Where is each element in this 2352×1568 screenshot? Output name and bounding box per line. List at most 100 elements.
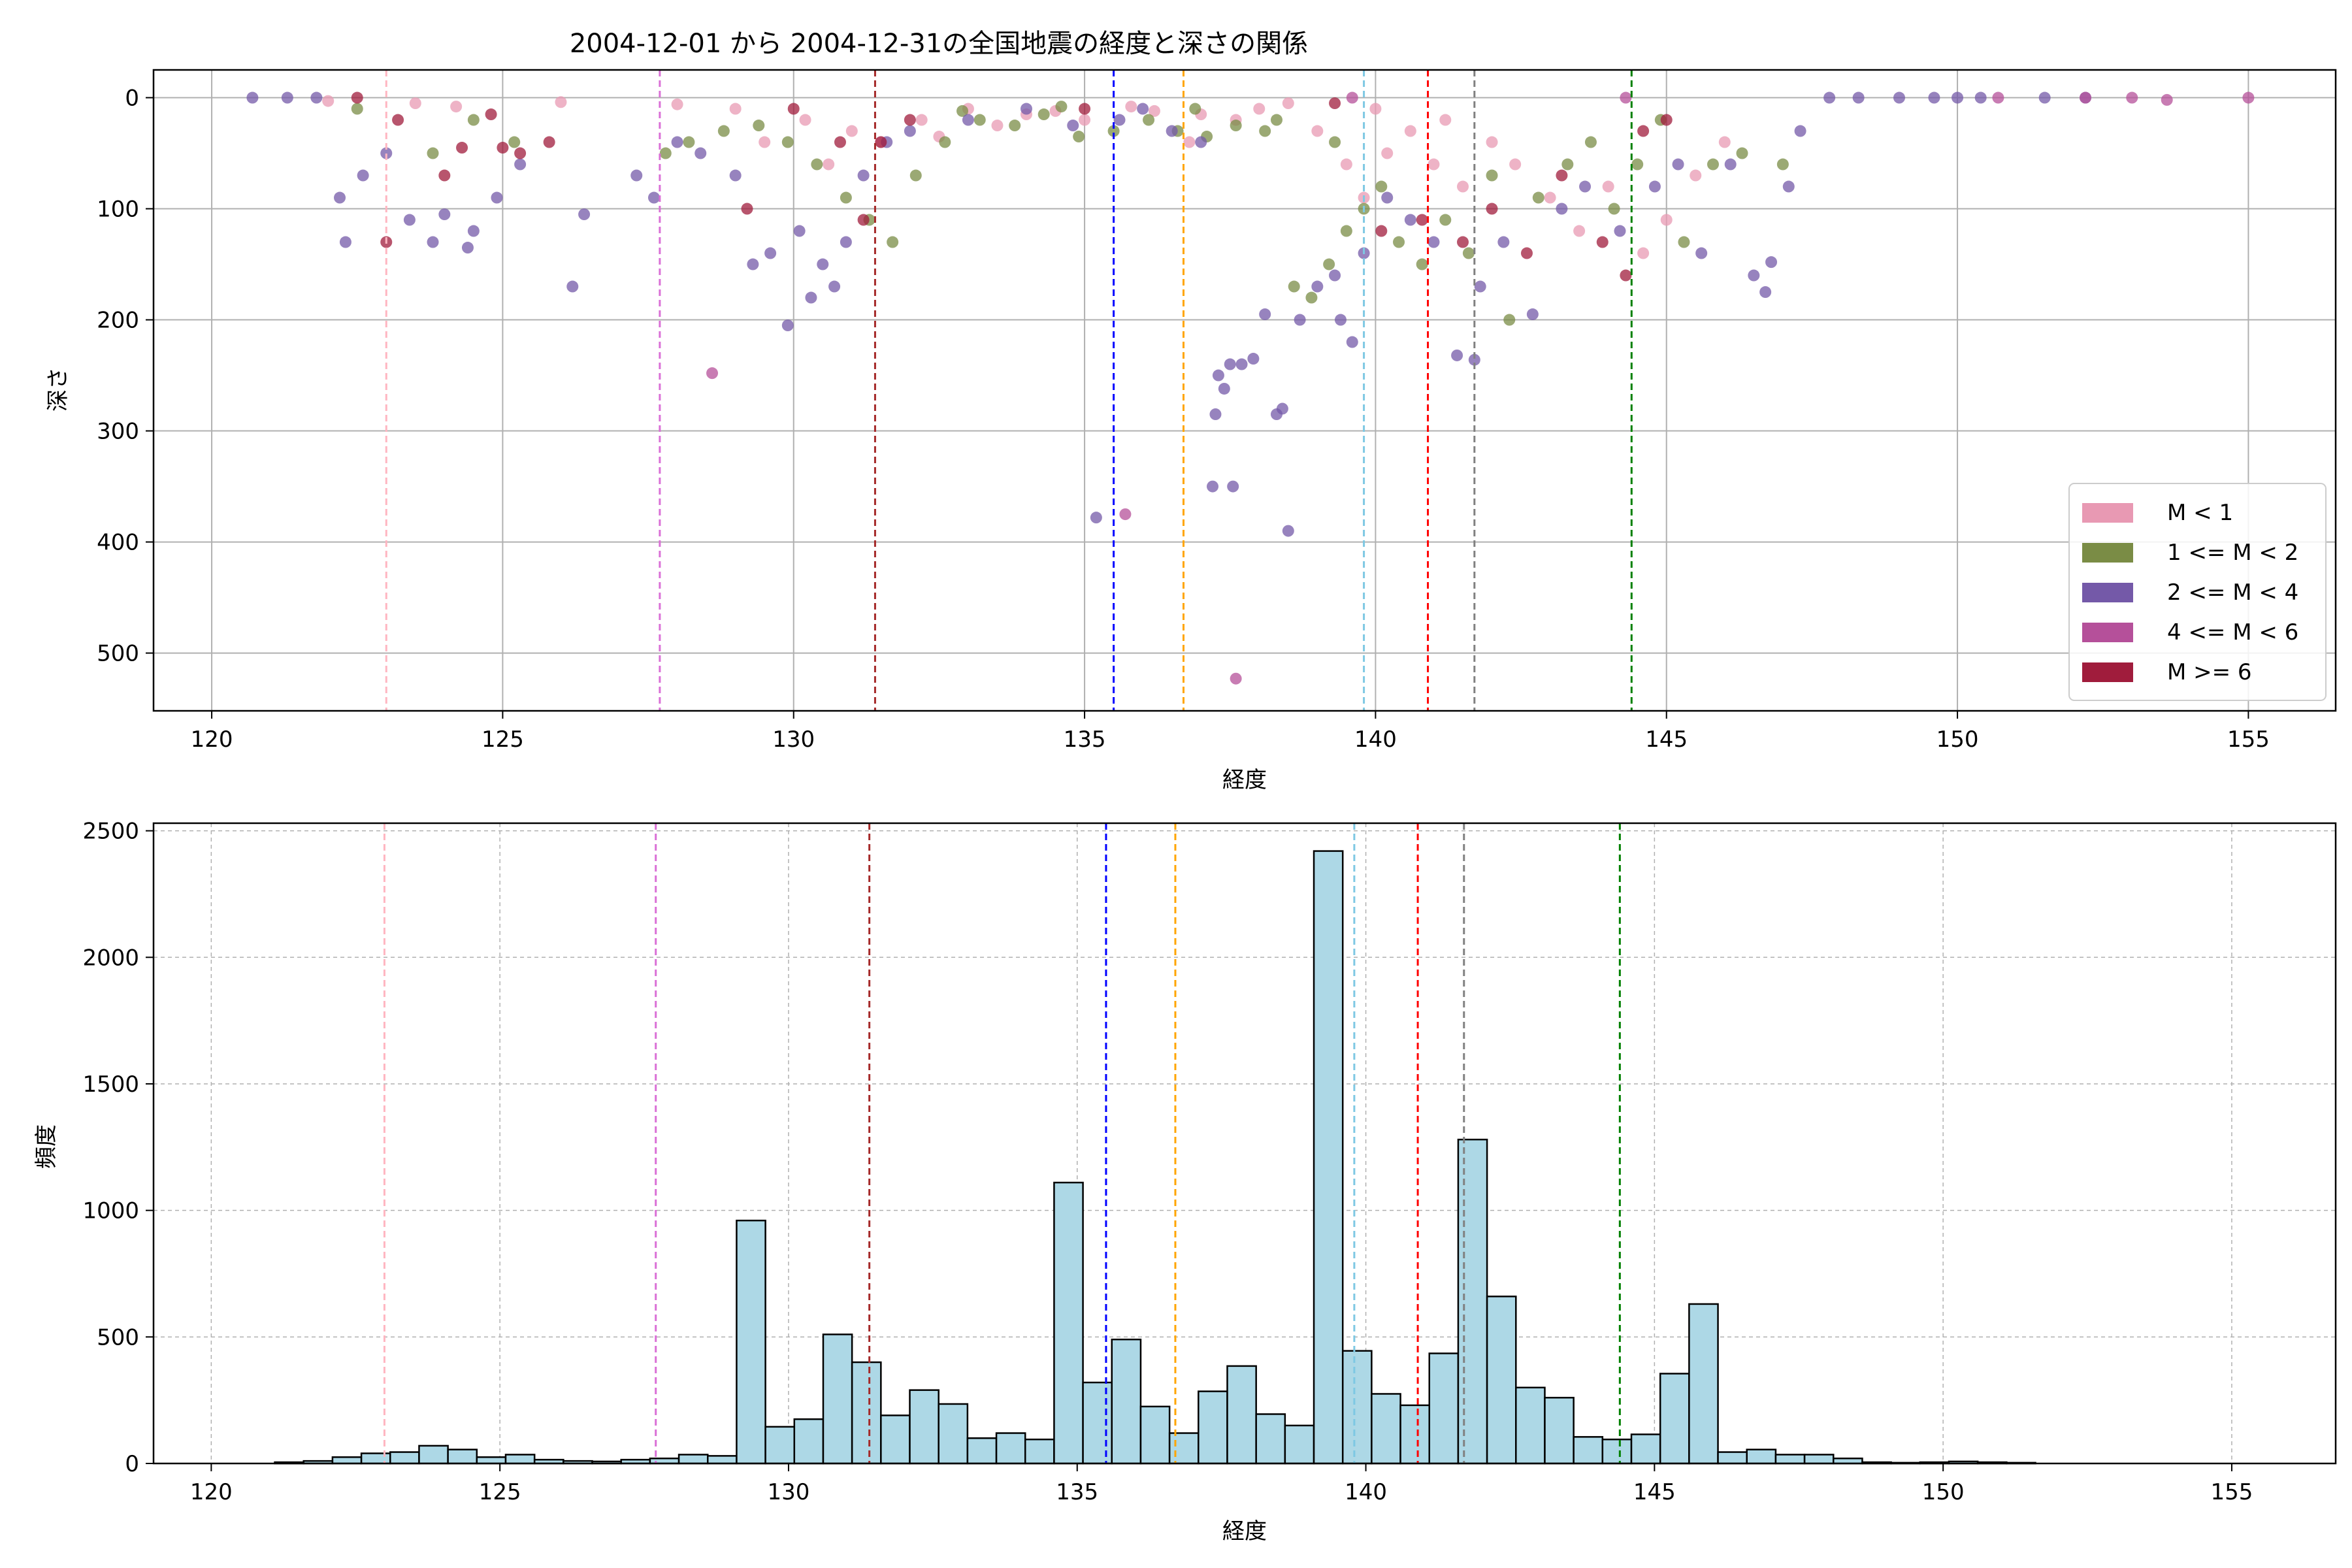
scatter-point: [1259, 125, 1271, 137]
scatter-point: [741, 203, 753, 215]
scatter-point: [834, 136, 846, 148]
legend-label: 4 <= M < 6: [2167, 619, 2298, 645]
scatter-point: [2038, 91, 2051, 104]
scatter-point: [811, 158, 823, 171]
scatter-point: [351, 91, 363, 104]
scatter-point: [956, 105, 969, 117]
scatter-point: [1776, 158, 1789, 171]
histogram-bar: [1139, 1405, 1171, 1465]
scatter-point: [647, 191, 660, 204]
histogram-bar: [1659, 1373, 1690, 1465]
scatter-point: [1672, 158, 1684, 171]
tick-label-x: 145: [1633, 1479, 1676, 1505]
legend-label: M >= 6: [2167, 659, 2252, 685]
scatter-point: [915, 114, 928, 126]
figure-title: 2004-12-01 から 2004-12-31の全国地震の経度と深さの関係: [570, 29, 1308, 59]
scatter-point: [2080, 91, 2092, 104]
histogram-bar: [418, 1445, 449, 1465]
histogram-bar: [764, 1426, 796, 1465]
scatter-point: [438, 208, 451, 221]
histogram-bar: [447, 1448, 478, 1465]
scatter-point: [1340, 225, 1352, 237]
scatter-point: [1230, 672, 1242, 685]
scatter-point: [1270, 114, 1282, 126]
scatter-point: [857, 214, 870, 226]
legend-label: 2 <= M < 4: [2167, 580, 2298, 606]
histogram-bar: [1717, 1451, 1748, 1465]
histogram-xlabel: 経度: [1222, 1518, 1267, 1544]
scatter-point: [1073, 131, 1085, 143]
scatter-point: [1253, 103, 1266, 115]
histogram-bar: [1053, 1181, 1084, 1465]
histogram-bar: [1399, 1404, 1431, 1465]
scatter-point: [427, 236, 439, 248]
scatter-point: [1416, 214, 1428, 226]
scatter-point: [438, 169, 451, 182]
legend-swatch: [2082, 503, 2133, 523]
scatter-point: [491, 191, 503, 204]
tick-label-x: 150: [1922, 1479, 1965, 1505]
legend-label: 1 <= M < 2: [2167, 540, 2298, 566]
scatter-point: [1166, 125, 1178, 137]
scatter-point: [909, 169, 922, 182]
scatter-point: [1282, 97, 1294, 110]
histogram-bar: [1024, 1438, 1055, 1465]
scatter-point: [1556, 203, 1568, 215]
scatter-point: [1474, 280, 1486, 293]
tick-label-x: 125: [482, 727, 524, 753]
scatter-point: [1218, 382, 1230, 395]
scatter-point: [334, 191, 346, 204]
histogram-bar: [1803, 1454, 1835, 1465]
tick-label-y: 1000: [82, 1198, 139, 1224]
scatter-point: [1526, 308, 1539, 321]
scatter-point: [1718, 136, 1731, 148]
histogram-bar: [793, 1418, 825, 1465]
scatter-point: [904, 125, 916, 137]
scatter-point: [1439, 214, 1452, 226]
histogram-bar: [1313, 850, 1344, 1465]
scatter-point: [1009, 120, 1021, 132]
histogram-bar: [1544, 1397, 1575, 1465]
scatter-point: [1439, 114, 1452, 126]
legend-swatch: [2082, 583, 2133, 602]
scatter-point: [392, 114, 404, 126]
scatter-point: [1707, 158, 1719, 171]
scatter-point: [1690, 169, 1702, 182]
scatter-point: [1561, 158, 1574, 171]
scatter-point: [729, 103, 742, 115]
scatter-point: [1486, 203, 1498, 215]
scatter-point: [514, 158, 527, 171]
scatter-point: [1974, 91, 1987, 104]
histogram-bar: [1341, 1350, 1373, 1465]
histogram-bar: [1371, 1393, 1401, 1465]
scatter-point: [1952, 91, 1964, 104]
scatter-point: [671, 136, 683, 148]
histogram-ylabel: 頻度: [33, 1124, 59, 1169]
tick-label-x: 120: [190, 1479, 233, 1505]
scatter-point: [485, 108, 497, 121]
scatter-point: [351, 103, 363, 115]
histogram-bar: [1630, 1433, 1661, 1465]
scatter-point: [828, 280, 841, 293]
scatter-point: [1451, 349, 1463, 361]
histogram-bar: [1111, 1338, 1142, 1465]
histogram-bar: [1082, 1381, 1113, 1465]
tick-label-y: 100: [97, 197, 139, 223]
legend-label: M < 1: [2167, 500, 2233, 526]
scatter-point: [1486, 136, 1498, 148]
tick-label-x: 135: [1056, 1479, 1098, 1505]
scatter-point: [671, 98, 683, 110]
scatter-point: [659, 147, 672, 159]
scatter-point: [1381, 147, 1394, 159]
tick-label-y: 2500: [82, 819, 139, 845]
scatter-point: [823, 158, 835, 171]
histogram-bar: [938, 1403, 969, 1465]
scatter-point: [1107, 125, 1120, 137]
histogram-bar: [707, 1455, 738, 1465]
scatter-point: [409, 97, 421, 110]
scatter-point: [793, 225, 806, 237]
scatter-point: [787, 103, 800, 115]
scatter-point: [1375, 180, 1388, 193]
scatter-point: [2161, 93, 2173, 106]
scatter-point: [1428, 236, 1440, 248]
